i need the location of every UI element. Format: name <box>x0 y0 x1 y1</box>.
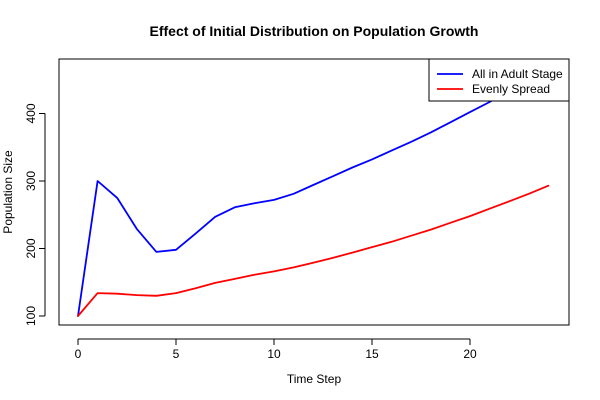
x-tick-label: 20 <box>463 347 477 361</box>
y-tick-label: 300 <box>24 171 38 191</box>
x-tick-label: 15 <box>365 347 379 361</box>
x-axis: 0 5 10 15 20 <box>75 338 477 361</box>
legend-label: All in Adult Stage <box>472 67 563 81</box>
x-tick-label: 10 <box>267 347 281 361</box>
y-tick-label: 100 <box>24 306 38 326</box>
x-axis-label: Time Step <box>287 372 342 386</box>
y-axis-label: Population Size <box>1 150 15 234</box>
y-tick-label: 400 <box>24 103 38 123</box>
series-line-adult-stage <box>77 67 550 317</box>
plot-frame <box>58 58 570 326</box>
y-axis: 100 200 300 400 <box>24 103 46 326</box>
series-line-evenly-spread <box>77 184 550 317</box>
legend-box <box>428 58 570 102</box>
chart-title: Effect of Initial Distribution on Popula… <box>150 23 479 39</box>
series-layer <box>77 67 550 317</box>
y-tick-label: 200 <box>24 238 38 258</box>
x-tick-label: 5 <box>173 347 180 361</box>
plot-area <box>58 58 570 326</box>
x-tick-label: 0 <box>75 347 82 361</box>
legend-label: Evenly Spread <box>472 82 550 96</box>
